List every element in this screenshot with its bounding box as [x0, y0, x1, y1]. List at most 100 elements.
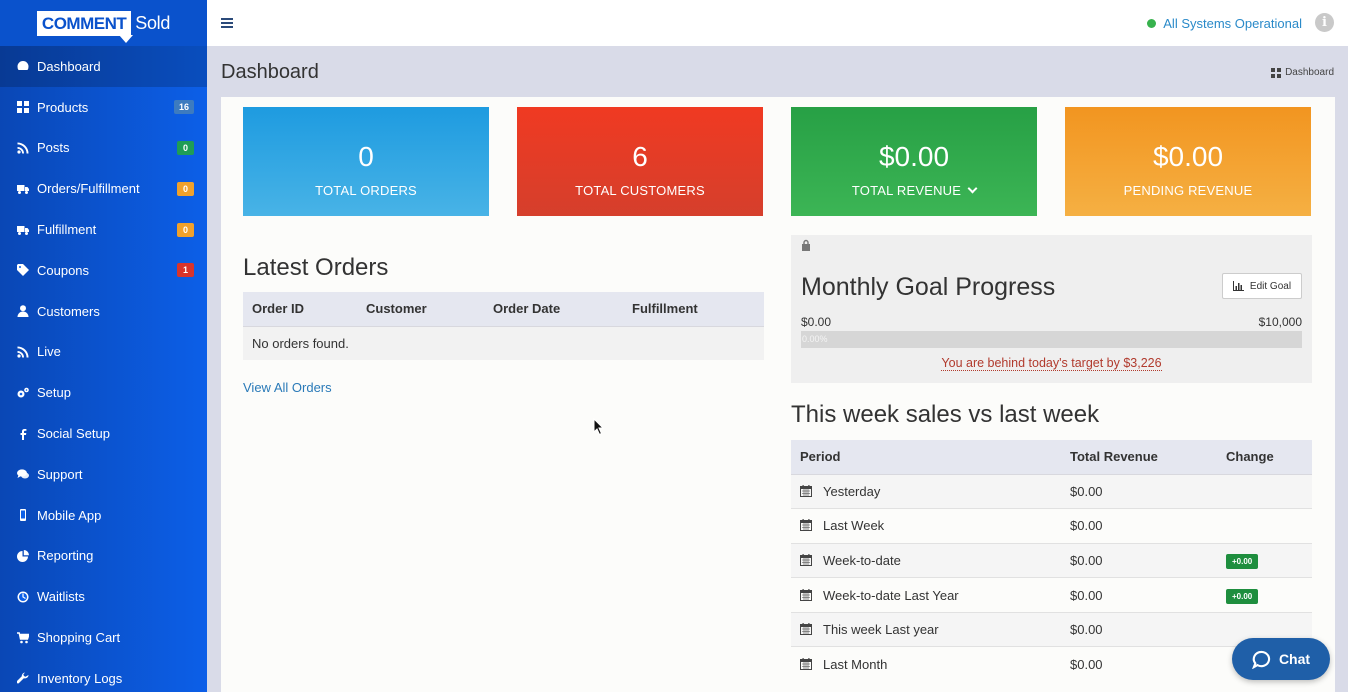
goal-progress-bar: 0.00%: [801, 331, 1302, 348]
column-header[interactable]: Customer: [357, 292, 484, 327]
sidebar-item-label: Coupons: [37, 262, 90, 278]
pie-chart-icon: [16, 549, 30, 563]
menu-toggle-icon[interactable]: [221, 18, 233, 28]
chevron-down-icon[interactable]: [967, 183, 978, 194]
period-label: Week-to-date Last Year: [823, 587, 959, 603]
period-cell: This week Last year: [791, 611, 1061, 647]
sidebar-item-posts[interactable]: Posts 0: [0, 128, 207, 169]
stat-label-row[interactable]: TOTAL REVENUE: [791, 183, 1037, 198]
grid-icon: [16, 100, 30, 114]
sidebar-item-label: Live: [37, 344, 61, 360]
sidebar-item-coupons[interactable]: Coupons 1: [0, 250, 207, 291]
sidebar-item-support[interactable]: Support: [0, 454, 207, 495]
sidebar-item-reporting[interactable]: Reporting: [0, 536, 207, 577]
truck-icon: [16, 182, 30, 196]
sidebar-item-dashboard[interactable]: Dashboard: [0, 46, 207, 87]
sidebar-item-label: Support: [37, 466, 83, 482]
edit-goal-label: Edit Goal: [1249, 280, 1292, 292]
page-title: Dashboard: [221, 61, 319, 83]
revenue-cell: $0.00: [1061, 577, 1217, 613]
truck-icon: [16, 223, 30, 237]
sidebar-item-setup[interactable]: Setup: [0, 372, 207, 413]
stat-total-orders[interactable]: 0 TOTAL ORDERS: [243, 107, 489, 216]
stat-label: TOTAL ORDERS: [315, 183, 417, 198]
count-badge: 0: [177, 140, 194, 155]
status-text: All Systems Operational: [1163, 15, 1302, 31]
period-label: Last Month: [823, 657, 888, 673]
calendar-icon: [800, 553, 812, 566]
sidebar-item-fulfillment[interactable]: Fulfillment 0: [0, 209, 207, 250]
logo-comment-text: COMMENT: [36, 10, 134, 43]
revenue-cell: $0.00: [1061, 508, 1217, 544]
change-cell: [1217, 473, 1312, 509]
revenue-cell: $0.00: [1061, 473, 1217, 509]
sales-table: Period Total Revenue Change Yesterday $0.…: [791, 440, 1312, 682]
mouse-cursor-icon: [593, 418, 605, 436]
sidebar-item-customers[interactable]: Customers: [0, 291, 207, 332]
column-header[interactable]: Change: [1217, 440, 1312, 475]
table-header-row: Period Total Revenue Change: [791, 440, 1312, 475]
column-header[interactable]: Period: [791, 440, 1061, 475]
sidebar-item-social-setup[interactable]: Social Setup: [0, 413, 207, 454]
goal-max: $10,000: [1258, 315, 1302, 329]
page-header: Dashboard Dashboard: [207, 46, 1348, 97]
sidebar-item-label: Shopping Cart: [37, 630, 121, 646]
calendar-icon: [800, 623, 812, 636]
lock-icon: [802, 239, 810, 251]
logo-area[interactable]: COMMENT Sold: [0, 0, 207, 46]
stat-total-revenue[interactable]: $0.00 TOTAL REVENUE: [791, 107, 1037, 216]
change-cell: +0.00: [1217, 577, 1312, 613]
sidebar-item-live[interactable]: Live: [0, 332, 207, 373]
stat-pending-revenue[interactable]: $0.00 PENDING REVENUE: [1065, 107, 1311, 216]
logo[interactable]: COMMENT Sold: [36, 10, 170, 43]
dashboard-icon: [16, 59, 30, 73]
table-row: No orders found.: [243, 326, 764, 360]
column-header[interactable]: Fulfillment: [623, 292, 764, 327]
chat-label: Chat: [1278, 651, 1311, 667]
stat-value: $0.00: [1152, 141, 1224, 172]
rss-icon: [16, 141, 30, 155]
revenue-cell: $0.00: [1061, 542, 1217, 578]
rss-icon: [16, 345, 30, 359]
sidebar-item-waitlists[interactable]: Waitlists: [0, 576, 207, 617]
goal-behind-message: You are behind today's target by $3,226: [791, 356, 1312, 371]
count-badge: 0: [177, 222, 194, 237]
sidebar-item-label: Waitlists: [37, 589, 85, 605]
user-icon: [16, 304, 30, 318]
goal-behind-text[interactable]: You are behind today's target by $3,226: [941, 356, 1162, 371]
sidebar-item-shopping-cart[interactable]: Shopping Cart: [0, 617, 207, 658]
revenue-cell: $0.00: [1061, 611, 1217, 647]
system-status[interactable]: All Systems Operational: [1147, 16, 1302, 31]
stat-total-customers[interactable]: 6 TOTAL CUSTOMERS: [517, 107, 763, 216]
status-dot-icon: [1147, 18, 1157, 28]
sidebar-item-label: Orders/Fulfillment: [37, 181, 140, 197]
sidebar-item-inventory-logs[interactable]: Inventory Logs: [0, 658, 207, 692]
sales-comparison-title: This week sales vs last week: [791, 401, 1100, 428]
cart-icon: [16, 631, 30, 645]
table-row: Yesterday $0.00: [791, 473, 1312, 509]
period-label: Last Week: [823, 518, 885, 534]
edit-goal-button[interactable]: Edit Goal: [1222, 273, 1302, 299]
sidebar-item-mobile-app[interactable]: Mobile App: [0, 495, 207, 536]
view-all-orders-link[interactable]: View All Orders: [243, 380, 332, 395]
column-header[interactable]: Order ID: [243, 292, 357, 327]
sidebar-item-orders-fulfillment[interactable]: Orders/Fulfillment 0: [0, 168, 207, 209]
breadcrumb-label: Dashboard: [1285, 67, 1334, 78]
table-header-row: Order ID Customer Order Date Fulfillment: [243, 292, 764, 327]
sidebar-item-label: Inventory Logs: [37, 670, 123, 686]
calendar-icon: [800, 658, 812, 671]
sidebar-item-products[interactable]: Products 16: [0, 87, 207, 128]
column-header[interactable]: Order Date: [484, 292, 623, 327]
period-label: Week-to-date: [823, 552, 901, 568]
info-icon[interactable]: i: [1315, 13, 1334, 32]
sidebar-item-label: Setup: [37, 385, 71, 401]
period-cell: Last Month: [791, 646, 1061, 682]
comments-icon: [16, 467, 30, 481]
sidebar-item-label: Products: [37, 99, 89, 115]
tag-icon: [16, 263, 30, 277]
gears-icon: [16, 386, 30, 400]
column-header[interactable]: Total Revenue: [1061, 440, 1217, 475]
change-badge: +0.00: [1226, 588, 1259, 604]
chat-button[interactable]: Chat: [1232, 638, 1330, 680]
breadcrumb[interactable]: Dashboard: [1271, 67, 1334, 78]
